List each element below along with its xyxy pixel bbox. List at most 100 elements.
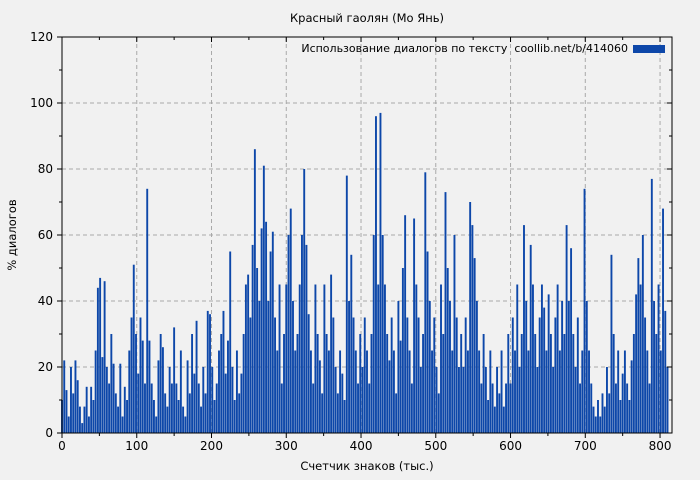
y-axis-label: % диалогов [5, 199, 19, 271]
bar [90, 386, 93, 433]
bar [276, 350, 279, 433]
bar [612, 334, 615, 433]
bar [345, 175, 348, 433]
bar [621, 373, 624, 433]
bar [184, 416, 187, 433]
bar [666, 367, 669, 433]
bar [444, 192, 447, 433]
bar [332, 317, 335, 433]
bar [153, 400, 155, 433]
bar [357, 383, 359, 433]
y-tick-label: 100 [30, 96, 53, 110]
bar [565, 225, 568, 433]
bar [294, 350, 297, 433]
bar [251, 244, 254, 433]
bar [628, 400, 631, 433]
bar [179, 350, 182, 433]
bar [144, 383, 146, 433]
bar [379, 112, 382, 434]
bar [392, 350, 395, 433]
bar [433, 317, 436, 433]
bar [238, 393, 241, 433]
bar [366, 350, 368, 433]
bar [321, 393, 324, 433]
bar [659, 350, 662, 433]
bar [594, 416, 597, 433]
bar [265, 221, 268, 433]
bar [336, 393, 339, 433]
bar [464, 317, 467, 433]
bar [404, 215, 407, 433]
bar [202, 367, 205, 433]
bar [173, 327, 176, 433]
bar [475, 301, 478, 433]
bar [164, 393, 167, 433]
bar [529, 244, 532, 433]
bar [312, 383, 315, 433]
bar [191, 334, 194, 433]
bar [592, 406, 595, 433]
bar [408, 350, 411, 433]
bar [235, 350, 238, 433]
bar [363, 317, 366, 433]
bar [262, 165, 265, 433]
bar [639, 284, 642, 433]
bar [469, 202, 472, 433]
bar [552, 367, 555, 433]
bar [126, 400, 128, 433]
x-tick-label: 600 [499, 439, 522, 453]
bar [549, 334, 552, 433]
bar [473, 258, 476, 433]
bar [422, 334, 425, 433]
bar [112, 363, 115, 433]
bar [74, 360, 77, 433]
bar [325, 334, 328, 433]
bar [334, 367, 337, 433]
bar [599, 416, 602, 433]
bar [437, 393, 440, 433]
bar [372, 235, 375, 433]
bar [76, 380, 79, 433]
bar [576, 317, 579, 433]
bar [538, 317, 541, 433]
x-tick-label: 200 [200, 439, 223, 453]
bar [451, 350, 454, 433]
bar [99, 277, 102, 433]
bar [182, 406, 185, 433]
bar [505, 383, 507, 433]
bar [287, 235, 290, 433]
bar [343, 400, 346, 433]
bar [227, 340, 229, 433]
bar [316, 334, 319, 433]
bar [511, 317, 514, 433]
bar [650, 178, 653, 433]
bar [128, 350, 131, 433]
bar [117, 406, 120, 433]
bar [87, 416, 90, 433]
bar [193, 373, 196, 433]
bar [269, 251, 272, 433]
bar [574, 367, 577, 433]
bar [211, 367, 214, 433]
bar [348, 301, 351, 433]
bar [435, 367, 438, 433]
bar [623, 350, 626, 433]
bar [583, 188, 586, 433]
bar [132, 264, 135, 433]
bar [614, 383, 617, 433]
bar [361, 367, 364, 433]
bar [466, 350, 469, 433]
bar [283, 334, 285, 433]
bar [509, 383, 512, 433]
bar [484, 367, 487, 433]
bar [426, 251, 429, 433]
chart-title: Красный гаолян (Мо Янь) [289, 11, 444, 25]
bar [603, 406, 606, 433]
bar [307, 314, 310, 433]
bar [309, 350, 312, 433]
bar [534, 334, 537, 433]
bar [518, 367, 521, 433]
bar [540, 284, 543, 433]
bar [635, 294, 638, 433]
